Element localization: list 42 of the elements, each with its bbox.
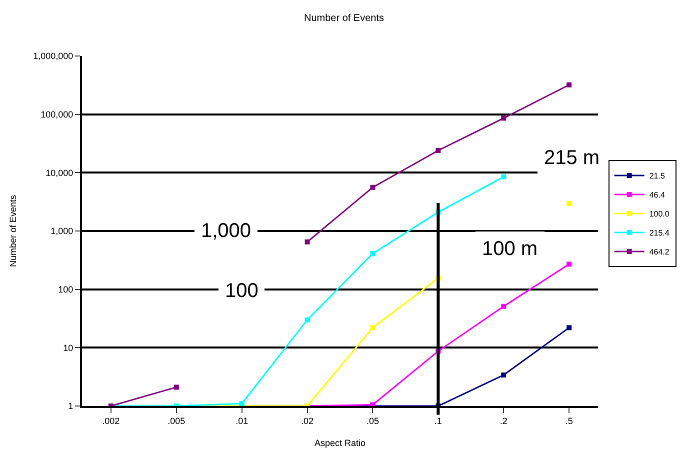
chart-title: Number of Events <box>304 12 384 24</box>
y-tick-label: 1 <box>68 401 74 412</box>
x-tick-label: .2 <box>500 416 508 426</box>
x-tick-label: .005 <box>168 416 186 426</box>
point <box>370 325 376 330</box>
point <box>304 317 310 322</box>
annotation: 215 m <box>544 147 600 169</box>
y-tick-label: 100 <box>58 284 74 294</box>
point <box>436 148 441 153</box>
point <box>501 372 506 378</box>
legend-label: 464.2 <box>649 248 670 257</box>
legend-label: 215.4 <box>649 228 670 238</box>
point <box>370 184 376 190</box>
y-tick-label: 10,000 <box>46 168 74 178</box>
point <box>239 401 244 406</box>
x-tick-label: .002 <box>102 416 120 426</box>
point <box>304 239 310 244</box>
x-tick-label: .02 <box>301 416 314 426</box>
point <box>501 304 506 309</box>
x-tick-label: .05 <box>366 416 379 426</box>
x-tick-label: .1 <box>434 416 442 426</box>
x-axis-title: Aspect Ratio <box>314 438 366 448</box>
y-tick-label: 1,000,000 <box>33 51 74 62</box>
point <box>566 325 572 330</box>
y-tick-label: 10 <box>63 342 74 353</box>
point <box>370 251 376 256</box>
y-tick-label: 100,000 <box>40 109 74 120</box>
annotation: 100 m <box>482 238 538 260</box>
x-tick-label: .5 <box>565 416 573 426</box>
point <box>566 82 572 88</box>
y-tick-label: 1,000 <box>50 226 74 236</box>
legend-label: 21.5 <box>649 172 666 181</box>
point <box>566 262 572 267</box>
point <box>174 384 179 390</box>
legend-label: 46.4 <box>649 190 666 200</box>
point <box>501 116 506 121</box>
legend-label: 100.0 <box>649 210 670 219</box>
annotation: 100 <box>225 280 258 302</box>
point <box>501 174 506 180</box>
x-tick-label: .01 <box>236 416 248 426</box>
y-axis-title: Number of Events <box>8 194 18 268</box>
annotation: 1,000 <box>201 220 252 242</box>
